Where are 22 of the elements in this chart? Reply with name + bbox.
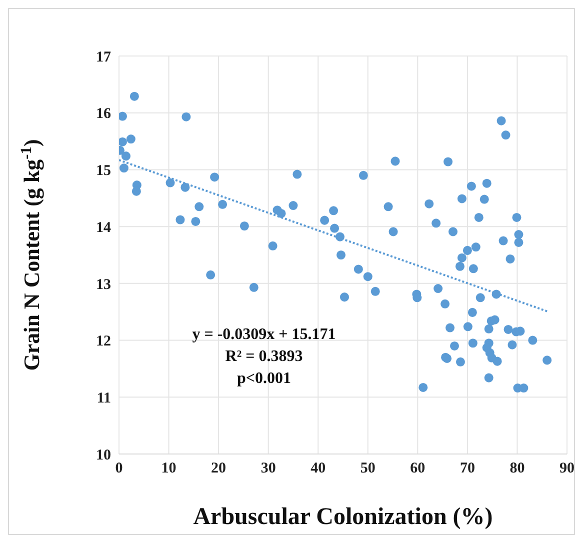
- x-tick-label: 80: [510, 460, 525, 477]
- x-tick-label: 10: [161, 460, 176, 477]
- annotation: R² = 0.3893: [224, 347, 304, 367]
- y-tick-label: 11: [96, 390, 111, 406]
- annotation: p<0.001: [236, 369, 292, 389]
- y-tick-label: 16: [96, 106, 112, 122]
- y-tick-label: 15: [96, 163, 111, 180]
- y-tick-label: 10: [96, 447, 111, 464]
- y-tick-label: 17: [96, 49, 112, 66]
- x-tick-label: 20: [211, 460, 226, 477]
- y-tick-label: 12: [96, 334, 111, 350]
- x-tick-label: 90: [560, 460, 574, 477]
- x-axis-title: Arbuscular Colonization (%): [193, 504, 493, 530]
- x-tick-label: 50: [360, 460, 376, 477]
- x-tick-label: 60: [410, 460, 426, 477]
- x-tick-label: 70: [460, 460, 475, 477]
- x-tick-label: 30: [260, 460, 276, 477]
- annotation: y = -0.0309x + 15.171: [191, 325, 337, 345]
- y-tick-label: 13: [96, 276, 111, 293]
- x-tick-label: 0: [115, 460, 123, 477]
- y-tick-label: 14: [96, 220, 112, 236]
- x-tick-label: 40: [310, 460, 326, 477]
